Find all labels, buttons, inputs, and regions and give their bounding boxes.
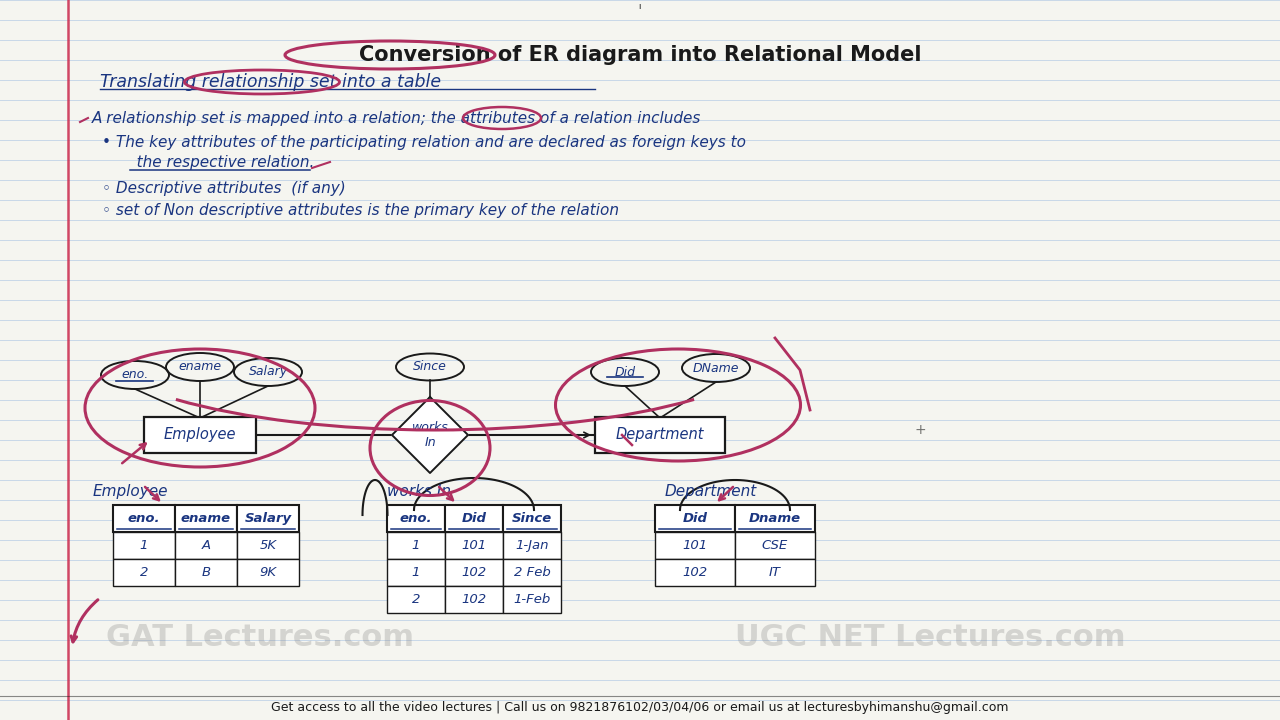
FancyBboxPatch shape [113, 559, 175, 586]
FancyBboxPatch shape [503, 559, 561, 586]
Text: Did: Did [614, 366, 635, 379]
Text: GAT Lectures.com: GAT Lectures.com [106, 624, 413, 652]
FancyBboxPatch shape [735, 532, 815, 559]
FancyBboxPatch shape [503, 586, 561, 613]
FancyBboxPatch shape [113, 532, 175, 559]
Text: Salary: Salary [248, 366, 288, 379]
Text: Did: Did [462, 512, 486, 525]
Text: Employee: Employee [164, 428, 237, 443]
FancyBboxPatch shape [387, 505, 445, 532]
Text: IT: IT [769, 566, 781, 579]
Text: 101: 101 [682, 539, 708, 552]
Text: 1: 1 [412, 539, 420, 552]
Text: 102: 102 [461, 566, 486, 579]
Text: 2: 2 [412, 593, 420, 606]
Text: eno.: eno. [399, 512, 433, 525]
FancyBboxPatch shape [387, 559, 445, 586]
FancyBboxPatch shape [735, 505, 815, 532]
Polygon shape [392, 397, 468, 473]
Text: Get access to all the video lectures | Call us on 9821876102/03/04/06 or email u: Get access to all the video lectures | C… [271, 701, 1009, 714]
FancyBboxPatch shape [387, 586, 445, 613]
FancyBboxPatch shape [655, 532, 735, 559]
FancyBboxPatch shape [237, 559, 300, 586]
Text: 102: 102 [682, 566, 708, 579]
Text: eno.: eno. [122, 369, 148, 382]
Text: +: + [914, 423, 925, 437]
Text: 1-Jan: 1-Jan [516, 539, 549, 552]
FancyBboxPatch shape [655, 505, 735, 532]
FancyBboxPatch shape [175, 505, 237, 532]
Text: Employee: Employee [93, 484, 169, 499]
Text: 5K: 5K [260, 539, 276, 552]
Text: Since: Since [413, 361, 447, 374]
Text: works
In: works In [412, 421, 448, 449]
Text: UGC NET Lectures.com: UGC NET Lectures.com [735, 624, 1125, 652]
FancyBboxPatch shape [175, 532, 237, 559]
FancyBboxPatch shape [655, 559, 735, 586]
Text: 1: 1 [140, 539, 148, 552]
Text: 1-Feb: 1-Feb [513, 593, 550, 606]
FancyBboxPatch shape [143, 417, 256, 453]
Text: ': ' [637, 3, 643, 21]
Text: Since: Since [512, 512, 552, 525]
Text: B: B [201, 566, 211, 579]
Text: • The key attributes of the participating relation and are declared as foreign k: • The key attributes of the participatin… [102, 135, 746, 150]
Text: 101: 101 [461, 539, 486, 552]
FancyBboxPatch shape [237, 505, 300, 532]
Text: 2 Feb: 2 Feb [513, 566, 550, 579]
Text: 2: 2 [140, 566, 148, 579]
Text: ename: ename [180, 512, 232, 525]
Text: A relationship set is mapped into a relation; the attributes of a relation inclu: A relationship set is mapped into a rela… [92, 110, 701, 125]
Text: Department: Department [616, 428, 704, 443]
Text: Conversion of ER diagram into Relational Model: Conversion of ER diagram into Relational… [358, 45, 922, 65]
FancyBboxPatch shape [595, 417, 724, 453]
FancyBboxPatch shape [445, 505, 503, 532]
Text: Dname: Dname [749, 512, 801, 525]
Text: Salary: Salary [244, 512, 292, 525]
Text: Department: Department [666, 484, 758, 499]
Text: ◦ set of Non descriptive attributes is the primary key of the relation: ◦ set of Non descriptive attributes is t… [102, 202, 620, 217]
Text: Did: Did [682, 512, 708, 525]
Text: 102: 102 [461, 593, 486, 606]
Text: eno.: eno. [128, 512, 160, 525]
Text: ◦ Descriptive attributes  (if any): ◦ Descriptive attributes (if any) [102, 181, 346, 196]
FancyBboxPatch shape [387, 532, 445, 559]
FancyBboxPatch shape [445, 586, 503, 613]
FancyBboxPatch shape [735, 559, 815, 586]
FancyBboxPatch shape [175, 559, 237, 586]
FancyBboxPatch shape [503, 532, 561, 559]
FancyBboxPatch shape [503, 505, 561, 532]
Text: 1: 1 [412, 566, 420, 579]
FancyBboxPatch shape [113, 505, 175, 532]
Text: ename: ename [178, 361, 221, 374]
Text: A: A [201, 539, 211, 552]
Text: works In: works In [387, 484, 451, 499]
FancyBboxPatch shape [237, 532, 300, 559]
Text: 9K: 9K [260, 566, 276, 579]
Text: DName: DName [692, 361, 740, 374]
Text: CSE: CSE [762, 539, 788, 552]
Text: Translating relationship set into a table: Translating relationship set into a tabl… [100, 73, 442, 91]
FancyBboxPatch shape [445, 532, 503, 559]
FancyBboxPatch shape [445, 559, 503, 586]
Text: the respective relation.: the respective relation. [122, 156, 315, 171]
